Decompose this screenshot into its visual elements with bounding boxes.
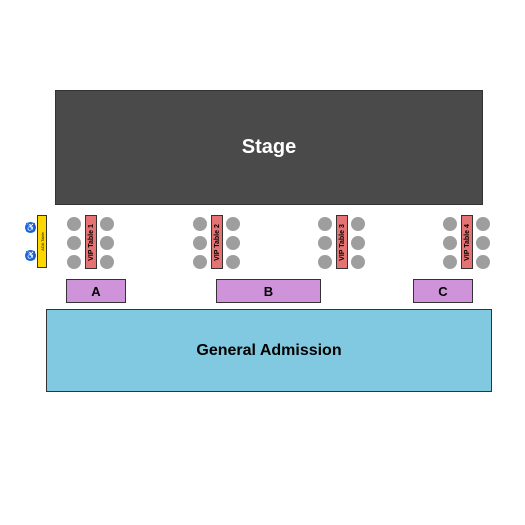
seat[interactable]	[443, 255, 457, 269]
seat[interactable]	[443, 236, 457, 250]
seat[interactable]	[443, 217, 457, 231]
seat[interactable]	[318, 217, 332, 231]
seat[interactable]	[193, 217, 207, 231]
wheelchair-icon: ♿	[25, 250, 36, 261]
vip-table-1[interactable]: VIP Table 1	[85, 215, 97, 269]
seat[interactable]	[100, 255, 114, 269]
vip-table-4[interactable]: VIP Table 4	[461, 215, 473, 269]
seat[interactable]	[351, 236, 365, 250]
vip-table-label: VIP Table 4	[464, 224, 471, 261]
seat[interactable]	[318, 236, 332, 250]
seat[interactable]	[67, 217, 81, 231]
seating-chart: Stage ADA Table VIP Table 1 VIP Table 2 VI…	[0, 0, 525, 525]
section-a[interactable]: A	[66, 279, 126, 303]
seat[interactable]	[476, 255, 490, 269]
seat[interactable]	[351, 255, 365, 269]
ada-table-label: ADA Table	[40, 232, 45, 251]
vip-table-3[interactable]: VIP Table 3	[336, 215, 348, 269]
seat[interactable]	[193, 255, 207, 269]
seat[interactable]	[476, 236, 490, 250]
seat[interactable]	[193, 236, 207, 250]
seat[interactable]	[226, 217, 240, 231]
wheelchair-icon: ♿	[25, 222, 36, 233]
section-label: C	[438, 284, 447, 299]
seat[interactable]	[67, 255, 81, 269]
ada-table[interactable]: ADA Table	[37, 215, 47, 268]
vip-table-label: VIP Table 2	[214, 224, 221, 261]
seat[interactable]	[226, 236, 240, 250]
stage-area[interactable]: Stage	[55, 90, 483, 205]
general-admission-area[interactable]: General Admission	[46, 309, 492, 392]
section-b[interactable]: B	[216, 279, 321, 303]
seat[interactable]	[226, 255, 240, 269]
section-c[interactable]: C	[413, 279, 473, 303]
seat[interactable]	[351, 217, 365, 231]
seat[interactable]	[100, 217, 114, 231]
section-label: B	[264, 284, 273, 299]
seat[interactable]	[67, 236, 81, 250]
stage-label: Stage	[242, 136, 296, 159]
vip-table-2[interactable]: VIP Table 2	[211, 215, 223, 269]
vip-table-label: VIP Table 1	[88, 224, 95, 261]
general-admission-label: General Admission	[196, 342, 341, 360]
seat[interactable]	[318, 255, 332, 269]
section-label: A	[91, 284, 100, 299]
seat[interactable]	[100, 236, 114, 250]
seat[interactable]	[476, 217, 490, 231]
vip-table-label: VIP Table 3	[339, 224, 346, 261]
